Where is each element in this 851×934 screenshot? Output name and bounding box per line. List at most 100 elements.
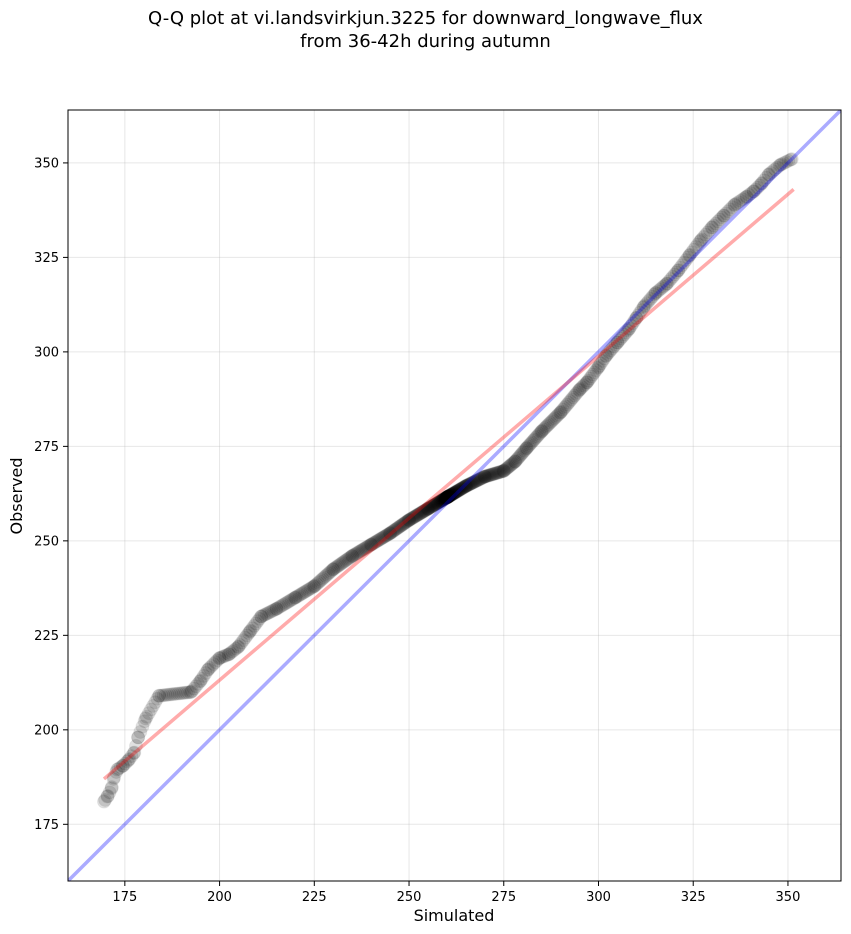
- qq-point: [742, 187, 757, 202]
- qq-point: [659, 276, 674, 291]
- qq-point: [503, 458, 518, 473]
- y-tick-label: 225: [34, 629, 59, 644]
- qq-point: [273, 599, 288, 614]
- qq-point: [143, 702, 158, 717]
- qq-point: [509, 453, 524, 468]
- qq-point: [141, 706, 156, 721]
- qq-point: [543, 415, 558, 430]
- qq-point: [221, 647, 236, 662]
- qq-point: [375, 530, 390, 545]
- qq-point: [513, 447, 528, 462]
- qq-point: [397, 515, 412, 530]
- qq-point: [219, 648, 234, 663]
- qq-point: [528, 430, 543, 445]
- qq-point: [100, 788, 115, 803]
- qq-point: [570, 385, 585, 400]
- x-tick-label: 350: [776, 890, 801, 905]
- qq-point: [682, 247, 697, 262]
- qq-point: [392, 520, 407, 535]
- qq-point: [431, 495, 446, 510]
- qq-point: [415, 505, 430, 520]
- qq-point: [230, 640, 245, 655]
- qq-point: [569, 386, 584, 401]
- qq-point: [737, 190, 752, 205]
- qq-point: [437, 491, 452, 506]
- qq-point: [401, 513, 416, 528]
- qq-point: [442, 489, 457, 504]
- qq-point: [784, 152, 799, 167]
- qq-point: [358, 541, 373, 556]
- y-tick-label: 275: [34, 440, 59, 455]
- qq-point: [295, 586, 310, 601]
- qq-point: [442, 488, 457, 503]
- qq-point: [638, 298, 653, 313]
- qq-point: [309, 577, 324, 592]
- qq-point: [600, 347, 615, 362]
- qq-point: [783, 152, 798, 167]
- qq-point: [768, 162, 783, 177]
- qq-point: [608, 337, 623, 352]
- qq-point: [214, 650, 229, 665]
- qq-point: [688, 240, 703, 255]
- qq-point: [482, 468, 497, 483]
- qq-point: [464, 476, 479, 491]
- qq-point: [647, 287, 662, 302]
- qq-point: [439, 490, 454, 505]
- qq-point: [675, 258, 690, 273]
- qq-point: [541, 417, 556, 432]
- qq-point: [484, 467, 499, 482]
- qq-point: [557, 400, 572, 415]
- qq-point: [508, 454, 523, 469]
- qq-point: [566, 390, 581, 405]
- qq-point: [441, 489, 456, 504]
- qq-point: [181, 685, 196, 700]
- qq-point: [212, 651, 227, 666]
- qq-point: [580, 375, 595, 390]
- x-axis-label: Simulated: [414, 906, 495, 925]
- qq-point: [102, 785, 117, 800]
- qq-point: [345, 548, 360, 563]
- qq-point: [492, 465, 507, 480]
- y-tick-label: 250: [34, 534, 59, 549]
- qq-point: [104, 780, 119, 795]
- qq-point: [447, 486, 462, 501]
- qq-point: [381, 527, 396, 542]
- qq-point: [196, 668, 211, 683]
- qq-point: [190, 676, 205, 691]
- qq-point: [462, 477, 477, 492]
- qq-point: [96, 794, 111, 809]
- qq-point: [615, 329, 630, 344]
- qq-point: [305, 580, 320, 595]
- qq-point: [320, 567, 335, 582]
- qq-point: [248, 616, 263, 631]
- qq-point: [457, 479, 472, 494]
- qq-point: [330, 559, 345, 574]
- qq-point: [98, 792, 113, 807]
- qq-point: [478, 469, 493, 484]
- qq-point: [690, 237, 705, 252]
- qq-point: [433, 494, 448, 509]
- qq-point: [419, 502, 434, 517]
- qq-point: [388, 522, 403, 537]
- qq-point: [443, 488, 458, 503]
- qq-point: [502, 459, 517, 474]
- qq-point: [115, 758, 130, 773]
- qq-point: [589, 363, 604, 378]
- qq-point: [453, 482, 468, 497]
- qq-point: [636, 299, 651, 314]
- qq-point: [104, 781, 119, 796]
- qq-point: [654, 281, 669, 296]
- qq-point: [665, 269, 680, 284]
- qq-point: [597, 351, 612, 366]
- qq-point: [459, 478, 474, 493]
- qq-point: [721, 204, 736, 219]
- qq-point: [702, 222, 717, 237]
- qq-point: [591, 360, 606, 374]
- qq-point: [781, 153, 796, 168]
- qq-point: [396, 516, 411, 531]
- x-tick-label: 300: [586, 890, 611, 905]
- qq-point: [407, 509, 422, 524]
- chart-title-line-2: from 36-42h during autumn: [300, 31, 551, 52]
- qq-point: [170, 686, 185, 701]
- qq-point: [432, 494, 447, 509]
